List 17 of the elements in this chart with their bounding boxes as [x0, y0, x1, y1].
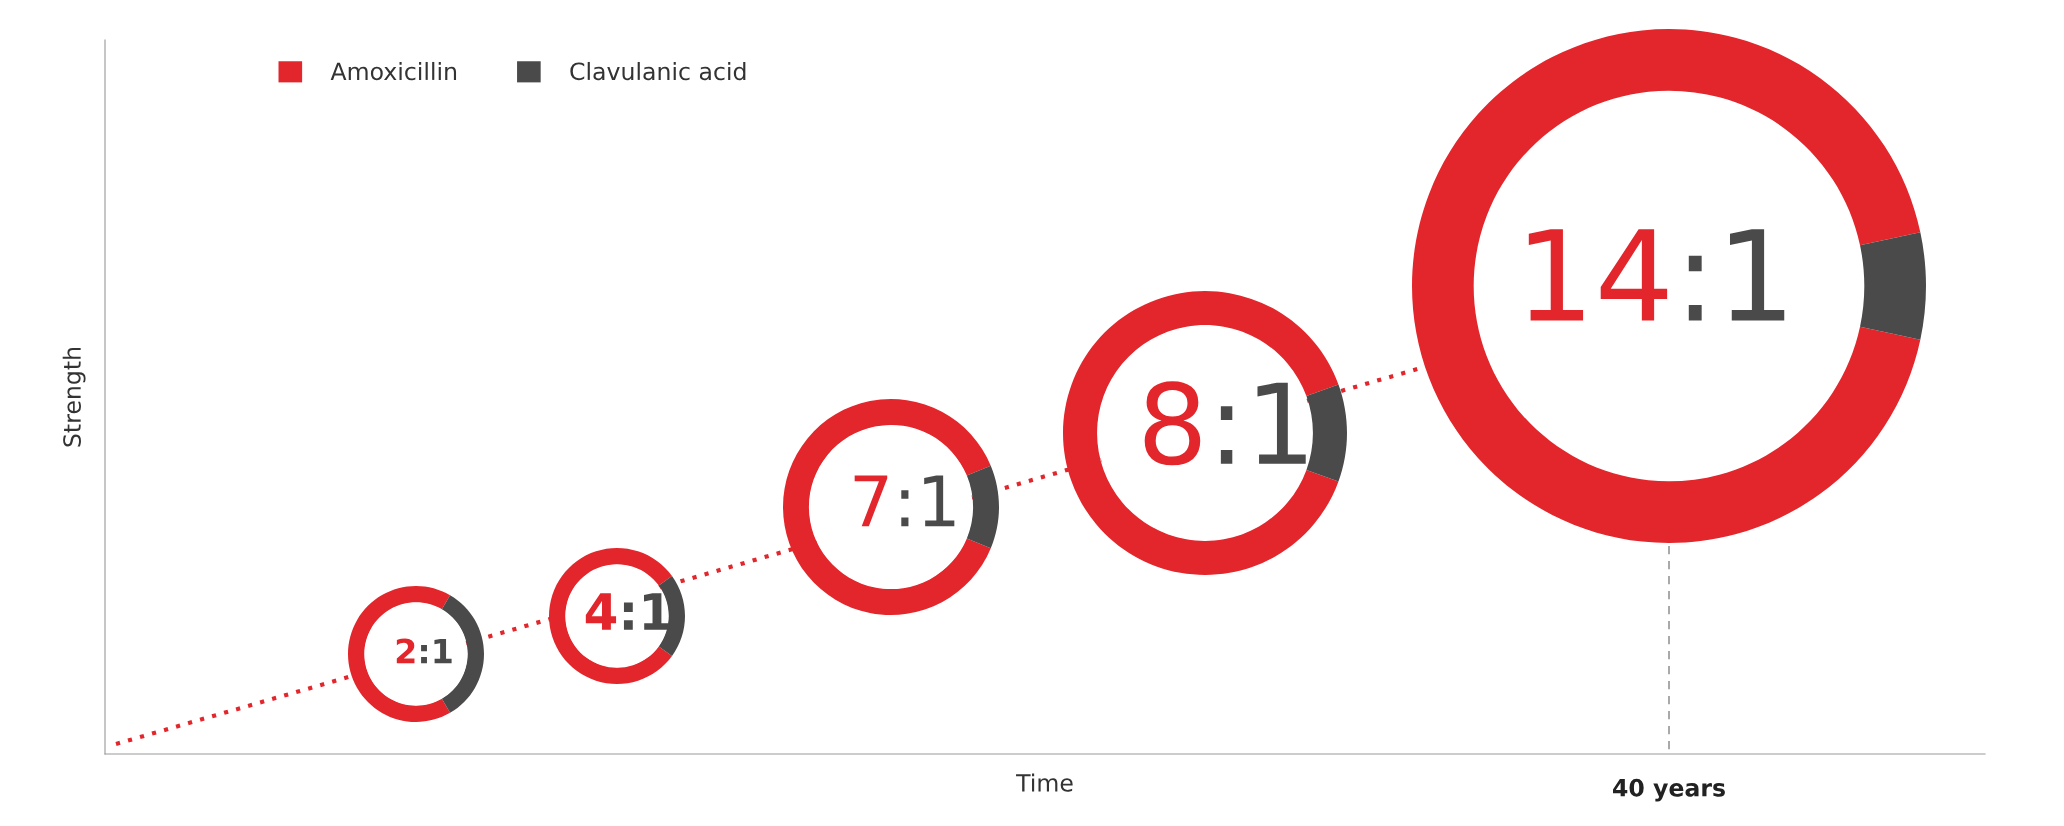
text: 8:1 [1144, 381, 1306, 466]
legend-label: Amoxicillin [330, 61, 457, 81]
donut-slice [1412, 29, 1921, 543]
donut-slice [966, 465, 999, 549]
donut-slice [549, 548, 673, 684]
legend-label: Clavulanic acid [570, 61, 746, 81]
text: 7:1 [854, 475, 955, 527]
text: 4:1 [585, 593, 670, 630]
text: Strength [62, 347, 86, 447]
text: 40 years [1613, 778, 1725, 802]
donut-slice [1306, 384, 1347, 482]
text: 14:1 [1528, 229, 1785, 321]
donut-slice [1860, 232, 1926, 340]
donut-slice [348, 586, 451, 722]
text: Time [1016, 773, 1073, 792]
donut-slice [783, 399, 991, 615]
text: 2:1 [396, 638, 452, 664]
